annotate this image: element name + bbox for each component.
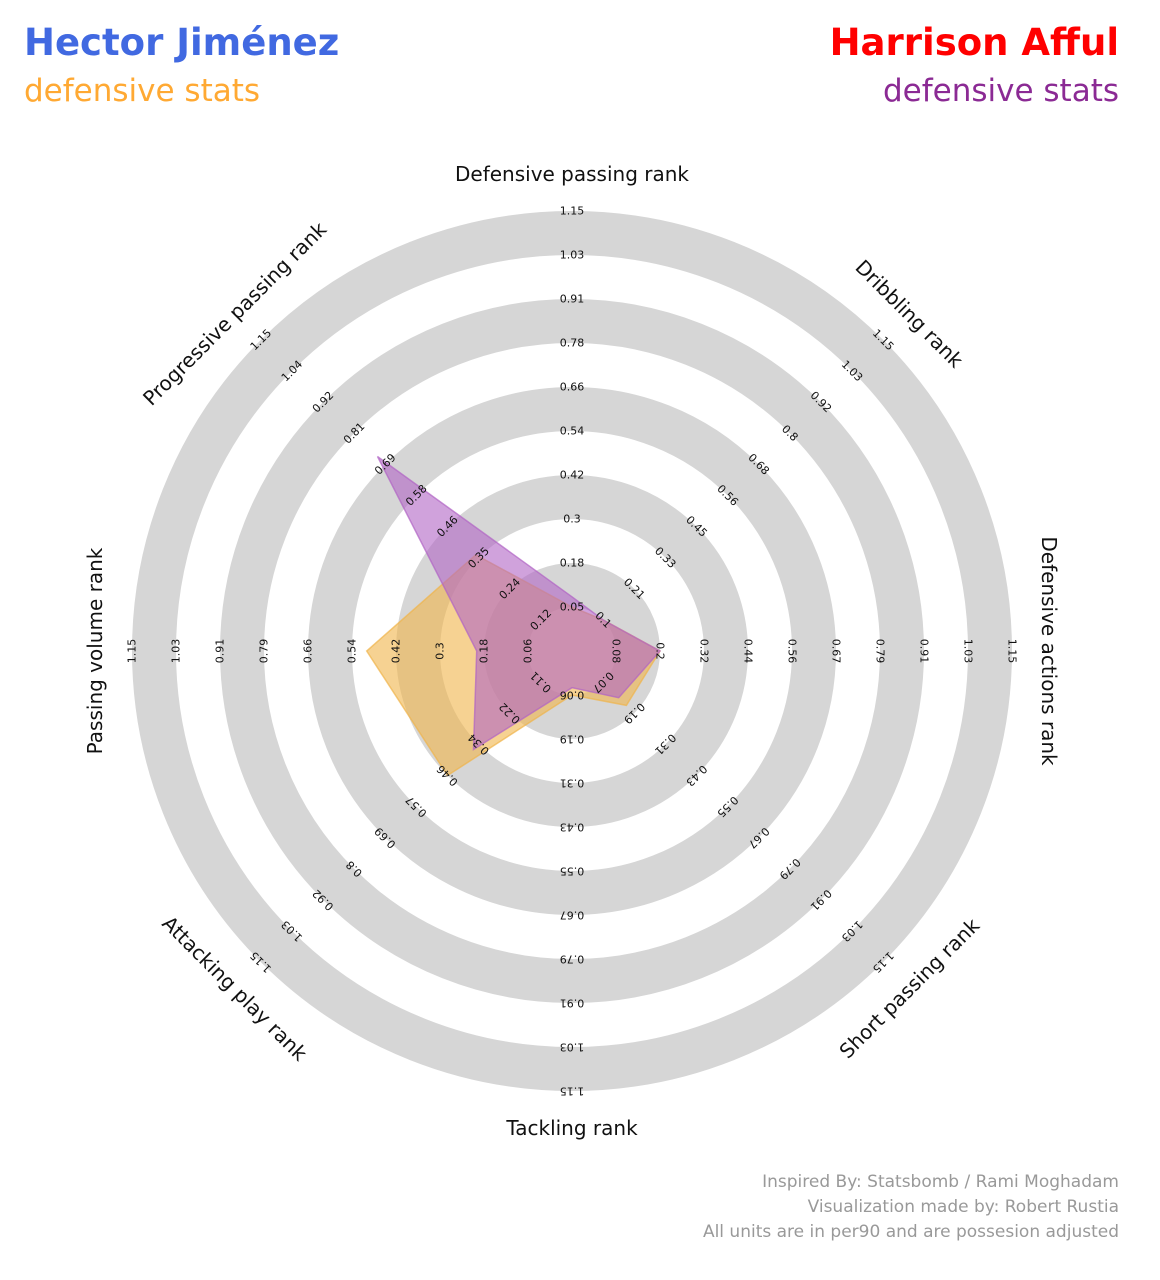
axis-label: Tackling rank (505, 1116, 638, 1140)
tick-label: 0.19 (560, 733, 585, 746)
tick-label: 0.54 (346, 639, 359, 664)
tick-label: 0.43 (560, 821, 585, 834)
tick-label: 1.03 (962, 639, 975, 664)
tick-label: 0.3 (434, 642, 447, 660)
tick-label: 0.66 (302, 639, 315, 664)
radar-ring (132, 211, 1012, 1091)
tick-label: 0.91 (918, 639, 931, 664)
tick-label: 0.78 (560, 337, 585, 350)
tick-label: 0.3 (563, 513, 581, 526)
credits: Inspired By: Statsbomb / Rami Moghadam V… (703, 1170, 1119, 1245)
tick-label: 0.06 (522, 639, 535, 664)
player2-subtitle: defensive stats (882, 73, 1119, 109)
radar-ring (308, 387, 836, 915)
tick-label: 0.42 (390, 639, 403, 664)
tick-label: 1.03 (170, 639, 183, 664)
tick-label: 0.67 (830, 639, 843, 664)
tick-label: 0.32 (698, 639, 711, 664)
radar-polygons (365, 455, 662, 777)
tick-label: 0.2 (654, 642, 667, 660)
credit-line: All units are in per90 and are possesion… (702, 1222, 1119, 1242)
tick-label: 0.91 (560, 997, 585, 1010)
tick-label: 1.15 (126, 639, 139, 664)
tick-label: 0.79 (258, 639, 271, 664)
tick-label: 0.18 (478, 639, 491, 664)
player2-name: Harrison Afful (829, 21, 1119, 64)
tick-label: 1.03 (560, 249, 585, 262)
tick-label: 0.44 (742, 639, 755, 664)
tick-label: 1.15 (1006, 639, 1019, 664)
player1-subtitle: defensive stats (24, 73, 261, 109)
axis-label: Defensive passing rank (455, 162, 689, 186)
tick-label: 0.66 (560, 381, 585, 394)
credit-line: Visualization made by: Robert Rustia (807, 1197, 1119, 1217)
tick-label: 0.54 (560, 425, 585, 438)
tick-label: 1.03 (560, 1041, 585, 1054)
tick-label: 1.15 (560, 205, 585, 218)
tick-label: 0.79 (560, 953, 585, 966)
axis-label: Defensive actions rank (1037, 536, 1061, 766)
radar-polygon-harrison-afful (376, 455, 662, 751)
tick-label: 0.79 (874, 639, 887, 664)
axis-label: Passing volume rank (83, 547, 107, 754)
tick-label: 0.31 (560, 777, 585, 790)
tick-label: 0.55 (560, 865, 585, 878)
tick-label: 1.15 (560, 1085, 585, 1098)
tick-label: 0.67 (560, 909, 585, 922)
tick-label: 0.05 (560, 601, 585, 614)
tick-label: 0.06 (560, 689, 585, 702)
tick-label: 0.56 (786, 639, 799, 664)
credit-line: Inspired By: Statsbomb / Rami Moghadam (762, 1172, 1119, 1192)
radar-tick-labels: 0.05 0.18 0.3 0.42 0.54 0.66 0.78 0.91 1.03 1.15 0… (126, 205, 1019, 1098)
tick-label: 0.42 (560, 469, 585, 482)
tick-label: 0.08 (610, 639, 623, 664)
tick-label: 0.91 (214, 639, 227, 664)
tick-label: 0.18 (560, 557, 585, 570)
player1-name: Hector Jiménez (24, 21, 340, 64)
tick-label: 0.91 (560, 293, 585, 306)
radar-ring (220, 299, 924, 1003)
